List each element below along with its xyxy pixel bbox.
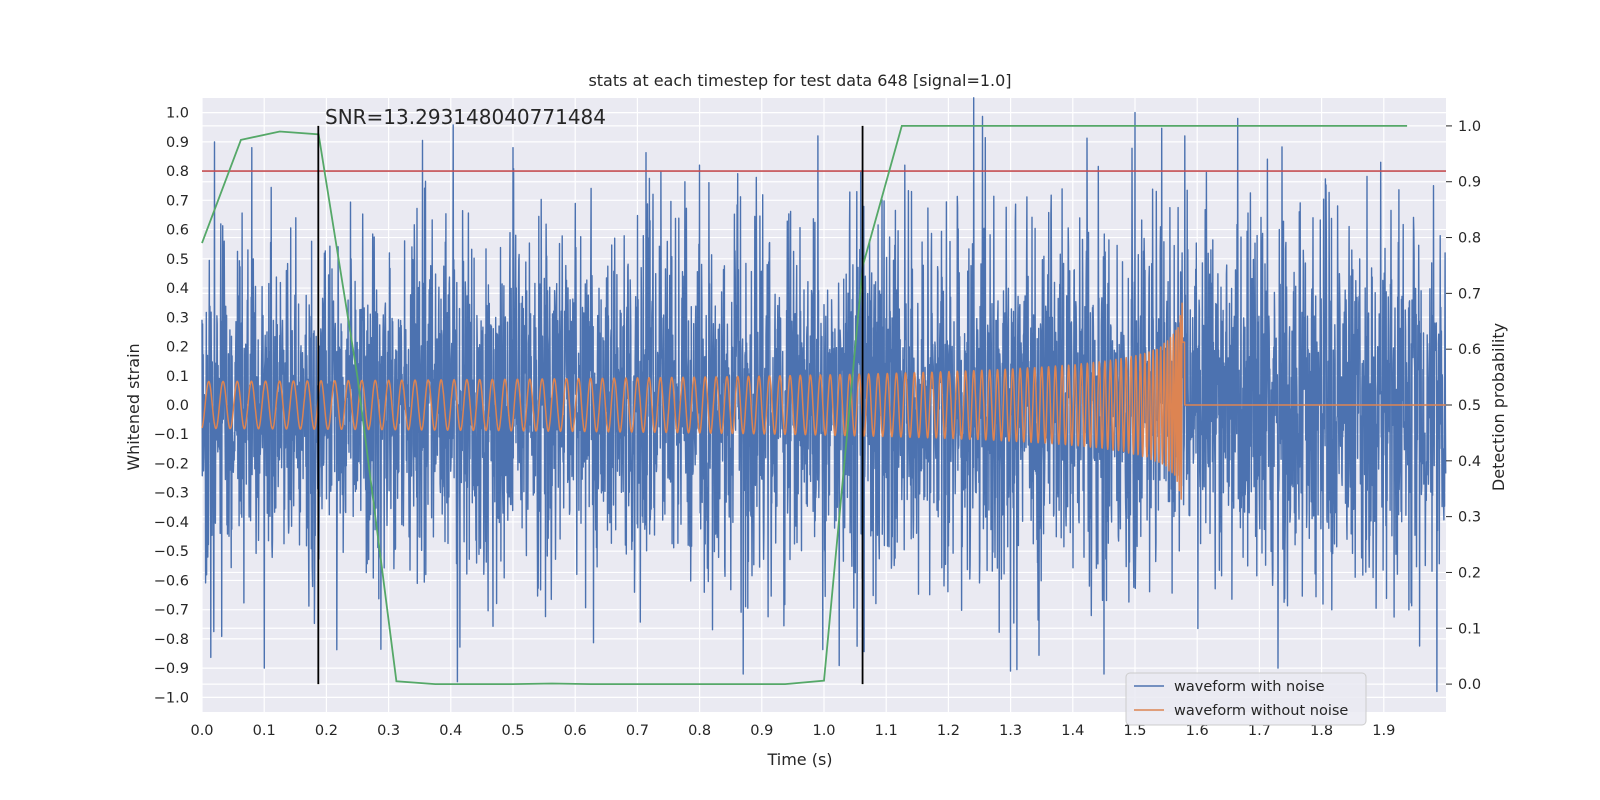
x-tick-label: 0.3 (377, 723, 400, 739)
y-left-tick-label: −0.6 (154, 573, 189, 589)
y-left-tick-label: −0.4 (154, 515, 189, 531)
y-left-tick-label: 0.7 (166, 193, 189, 209)
y-right-tick-label: 1.0 (1458, 119, 1481, 135)
x-tick-label: 0.1 (253, 723, 276, 739)
y-left-tick-label: 1.0 (166, 106, 189, 122)
y-left-tick-label: 0.8 (166, 164, 189, 180)
x-axis: 0.0 0.1 0.2 0.3 0.4 0.5 0.6 0.7 0.8 0.9 1.0 1.1 1.2 1… (190, 723, 1395, 739)
y-right-tick-label: 0.5 (1458, 398, 1481, 414)
x-tick-label: 1.1 (875, 723, 898, 739)
y-left-tick-label: 0.1 (166, 369, 189, 385)
x-tick-label: 1.7 (1248, 723, 1271, 739)
y-left-tick-label: −0.7 (154, 603, 189, 619)
series-line-probability (201, 125, 1408, 685)
y-axis-right-label: Detection probability (1489, 323, 1508, 491)
y-right-tick-label: 0.0 (1458, 677, 1481, 693)
x-tick-label: 1.6 (1186, 723, 1209, 739)
y-left-tick-label: −0.2 (154, 456, 189, 472)
legend-label-clean: waveform without noise (1174, 703, 1348, 719)
x-tick-label: 0.9 (750, 723, 773, 739)
x-axis-label: Time (s) (766, 750, 832, 769)
y-right-tick-label: 0.9 (1458, 175, 1481, 191)
series-layer (201, 97, 1447, 693)
x-tick-label: 0.0 (190, 723, 213, 739)
x-tick-label: 1.8 (1310, 723, 1333, 739)
y-right-tick-label: 0.2 (1458, 565, 1481, 581)
y-left-tick-label: 0.5 (166, 252, 189, 268)
y-axis-left-label: Whitened strain (124, 343, 143, 470)
x-tick-label: 0.5 (501, 723, 524, 739)
x-tick-label: 1.0 (812, 723, 835, 739)
series-line-clean (201, 302, 1447, 500)
y-right-tick-label: 0.3 (1458, 510, 1481, 526)
y-left-tick-label: 0.6 (166, 223, 189, 239)
x-tick-label: 1.5 (1123, 723, 1146, 739)
y-left-tick-label: −0.9 (154, 661, 189, 677)
x-tick-label: 1.2 (937, 723, 960, 739)
y-right-tick-label: 0.6 (1458, 342, 1481, 358)
y-right-tick-label: 0.8 (1458, 231, 1481, 247)
x-tick-label: 0.7 (626, 723, 649, 739)
x-tick-label: 0.6 (564, 723, 587, 739)
x-tick-label: 1.9 (1372, 723, 1395, 739)
y-left-tick-label: −0.8 (154, 632, 189, 648)
y-left-tick-label: 0.2 (166, 340, 189, 356)
series-line-noisy (201, 97, 1447, 693)
y-right-tick-label: 0.1 (1458, 621, 1481, 637)
x-tick-label: 1.4 (1061, 723, 1084, 739)
snr-annotation: SNR=13.293148040771484 (325, 105, 606, 129)
y-left-tick-label: −0.1 (154, 427, 189, 443)
y-left-tick-label: 0.0 (166, 398, 189, 414)
x-tick-label: 0.2 (315, 723, 338, 739)
y-left-tick-label: 0.4 (166, 281, 189, 297)
x-tick-label: 0.8 (688, 723, 711, 739)
x-tick-label: 0.4 (439, 723, 462, 739)
y-right-tick-label: 0.7 (1458, 286, 1481, 302)
y-left-tick-label: −1.0 (154, 690, 189, 706)
y-left-tick-label: 0.3 (166, 310, 189, 326)
y-left-tick-label: 0.9 (166, 135, 189, 151)
right-axis: 1.0 0.9 0.8 0.7 0.6 0.5 0.4 0.3 0.2 0.1 0.0 (1446, 119, 1481, 693)
y-left-tick-label: −0.5 (154, 544, 189, 560)
left-axis: 1.0 0.9 0.8 0.7 0.6 0.5 0.4 0.3 0.2 0.1 0.0 −0.1 −0.… (154, 106, 189, 707)
x-tick-label: 1.3 (999, 723, 1022, 739)
y-left-tick-label: −0.3 (154, 486, 189, 502)
y-right-tick-label: 0.4 (1458, 454, 1481, 470)
legend-label-noisy: waveform with noise (1174, 679, 1325, 695)
legend-box (1125, 672, 1367, 726)
chart-title: stats at each timestep for test data 648… (588, 71, 1011, 90)
legend: waveform with noise waveform without noi… (1125, 672, 1367, 726)
